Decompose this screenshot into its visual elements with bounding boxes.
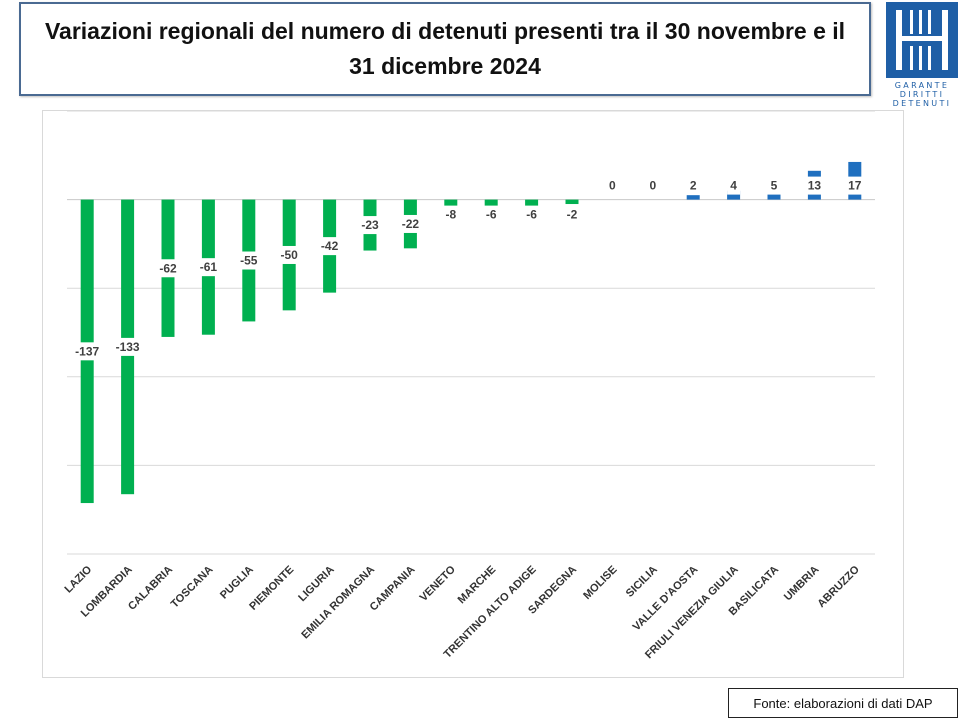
data-label-4: -55 (240, 254, 258, 268)
data-label-bg-0 (70, 342, 105, 361)
category-label-0: LAZIO (63, 563, 95, 595)
bar-16 (727, 190, 741, 200)
title-box: Variazioni regionali del numero di deten… (19, 2, 871, 96)
bar-15 (686, 195, 700, 200)
chart-area: -137 LAZIO -133 LOMBARDIA -62 CALABRIA -61 TOSC… (42, 110, 904, 678)
data-label-bg-1 (110, 337, 145, 356)
data-label-5: -50 (281, 248, 299, 262)
logo-text-diritti: DIRITTI (899, 90, 945, 99)
data-label-bg-3 (194, 258, 222, 277)
data-label-12: -2 (567, 208, 578, 222)
data-label-15: 2 (690, 179, 697, 193)
data-label-19: 17 (848, 179, 862, 193)
data-label-6: -42 (321, 239, 339, 253)
category-label-9: VENETO (418, 563, 459, 604)
data-label-bg-5 (275, 245, 303, 264)
chart-title-line1: Variazioni regionali del numero di deten… (44, 18, 846, 44)
garante-logo: GARANTE DIRITTI DETENUTI (884, 2, 960, 110)
data-label-8: -22 (402, 217, 420, 231)
data-label-7: -23 (361, 218, 379, 232)
data-label-bg-7 (356, 216, 384, 235)
bar-12 (565, 199, 579, 205)
category-label-10: MARCHE (456, 564, 499, 607)
data-label-10: -6 (486, 208, 497, 222)
category-label-18: UMBRIA (782, 564, 822, 604)
data-label-11: -6 (526, 208, 537, 222)
data-label-bg-10 (481, 205, 502, 224)
data-label-1: -133 (116, 340, 140, 354)
category-label-6: LIGURIA (296, 564, 336, 604)
logo-mark-icon (886, 2, 958, 78)
data-label-bg-4 (235, 251, 263, 270)
bar-chart: -137LAZIO-133LOMBARDIA-62CALABRIA-61TOSC… (63, 111, 875, 661)
category-label-7: EMILIA ROMAGNA (299, 564, 377, 642)
data-label-bg-19 (844, 176, 865, 195)
data-label-3: -61 (200, 260, 218, 274)
logo-text-garante: GARANTE (894, 81, 950, 90)
data-label-bg-2 (154, 259, 182, 278)
chart-title-line2: 31 dicembre 2024 (349, 53, 541, 79)
data-label-bg-6 (316, 237, 344, 256)
logo-text-detenuti: DETENUTI (892, 99, 952, 108)
category-label-13: MOLISE (581, 564, 619, 602)
category-label-19: ABRUZZO (815, 563, 862, 610)
data-label-16: 4 (730, 179, 737, 193)
data-label-bg-11 (521, 205, 542, 224)
chart-title: Variazioni regionali del numero di deten… (30, 14, 860, 84)
data-label-2: -62 (159, 261, 177, 275)
data-label-0: -137 (75, 344, 99, 358)
data-label-bg-17 (767, 176, 781, 195)
data-label-9: -8 (445, 208, 456, 222)
data-label-18: 13 (808, 179, 822, 193)
source-note: Fonte: elaborazioni di dati DAP (728, 688, 958, 718)
data-label-13: 0 (609, 179, 616, 193)
category-label-3: TOSCANA (169, 564, 216, 611)
data-label-bg-9 (440, 205, 461, 224)
category-label-4: PUGLIA (218, 564, 256, 602)
category-label-14: SICILIA (624, 564, 660, 600)
data-label-bg-8 (396, 214, 424, 233)
data-label-14: 0 (649, 179, 656, 193)
data-label-bg-18 (804, 176, 825, 195)
data-label-bg-16 (727, 176, 741, 195)
data-label-17: 5 (771, 179, 778, 193)
